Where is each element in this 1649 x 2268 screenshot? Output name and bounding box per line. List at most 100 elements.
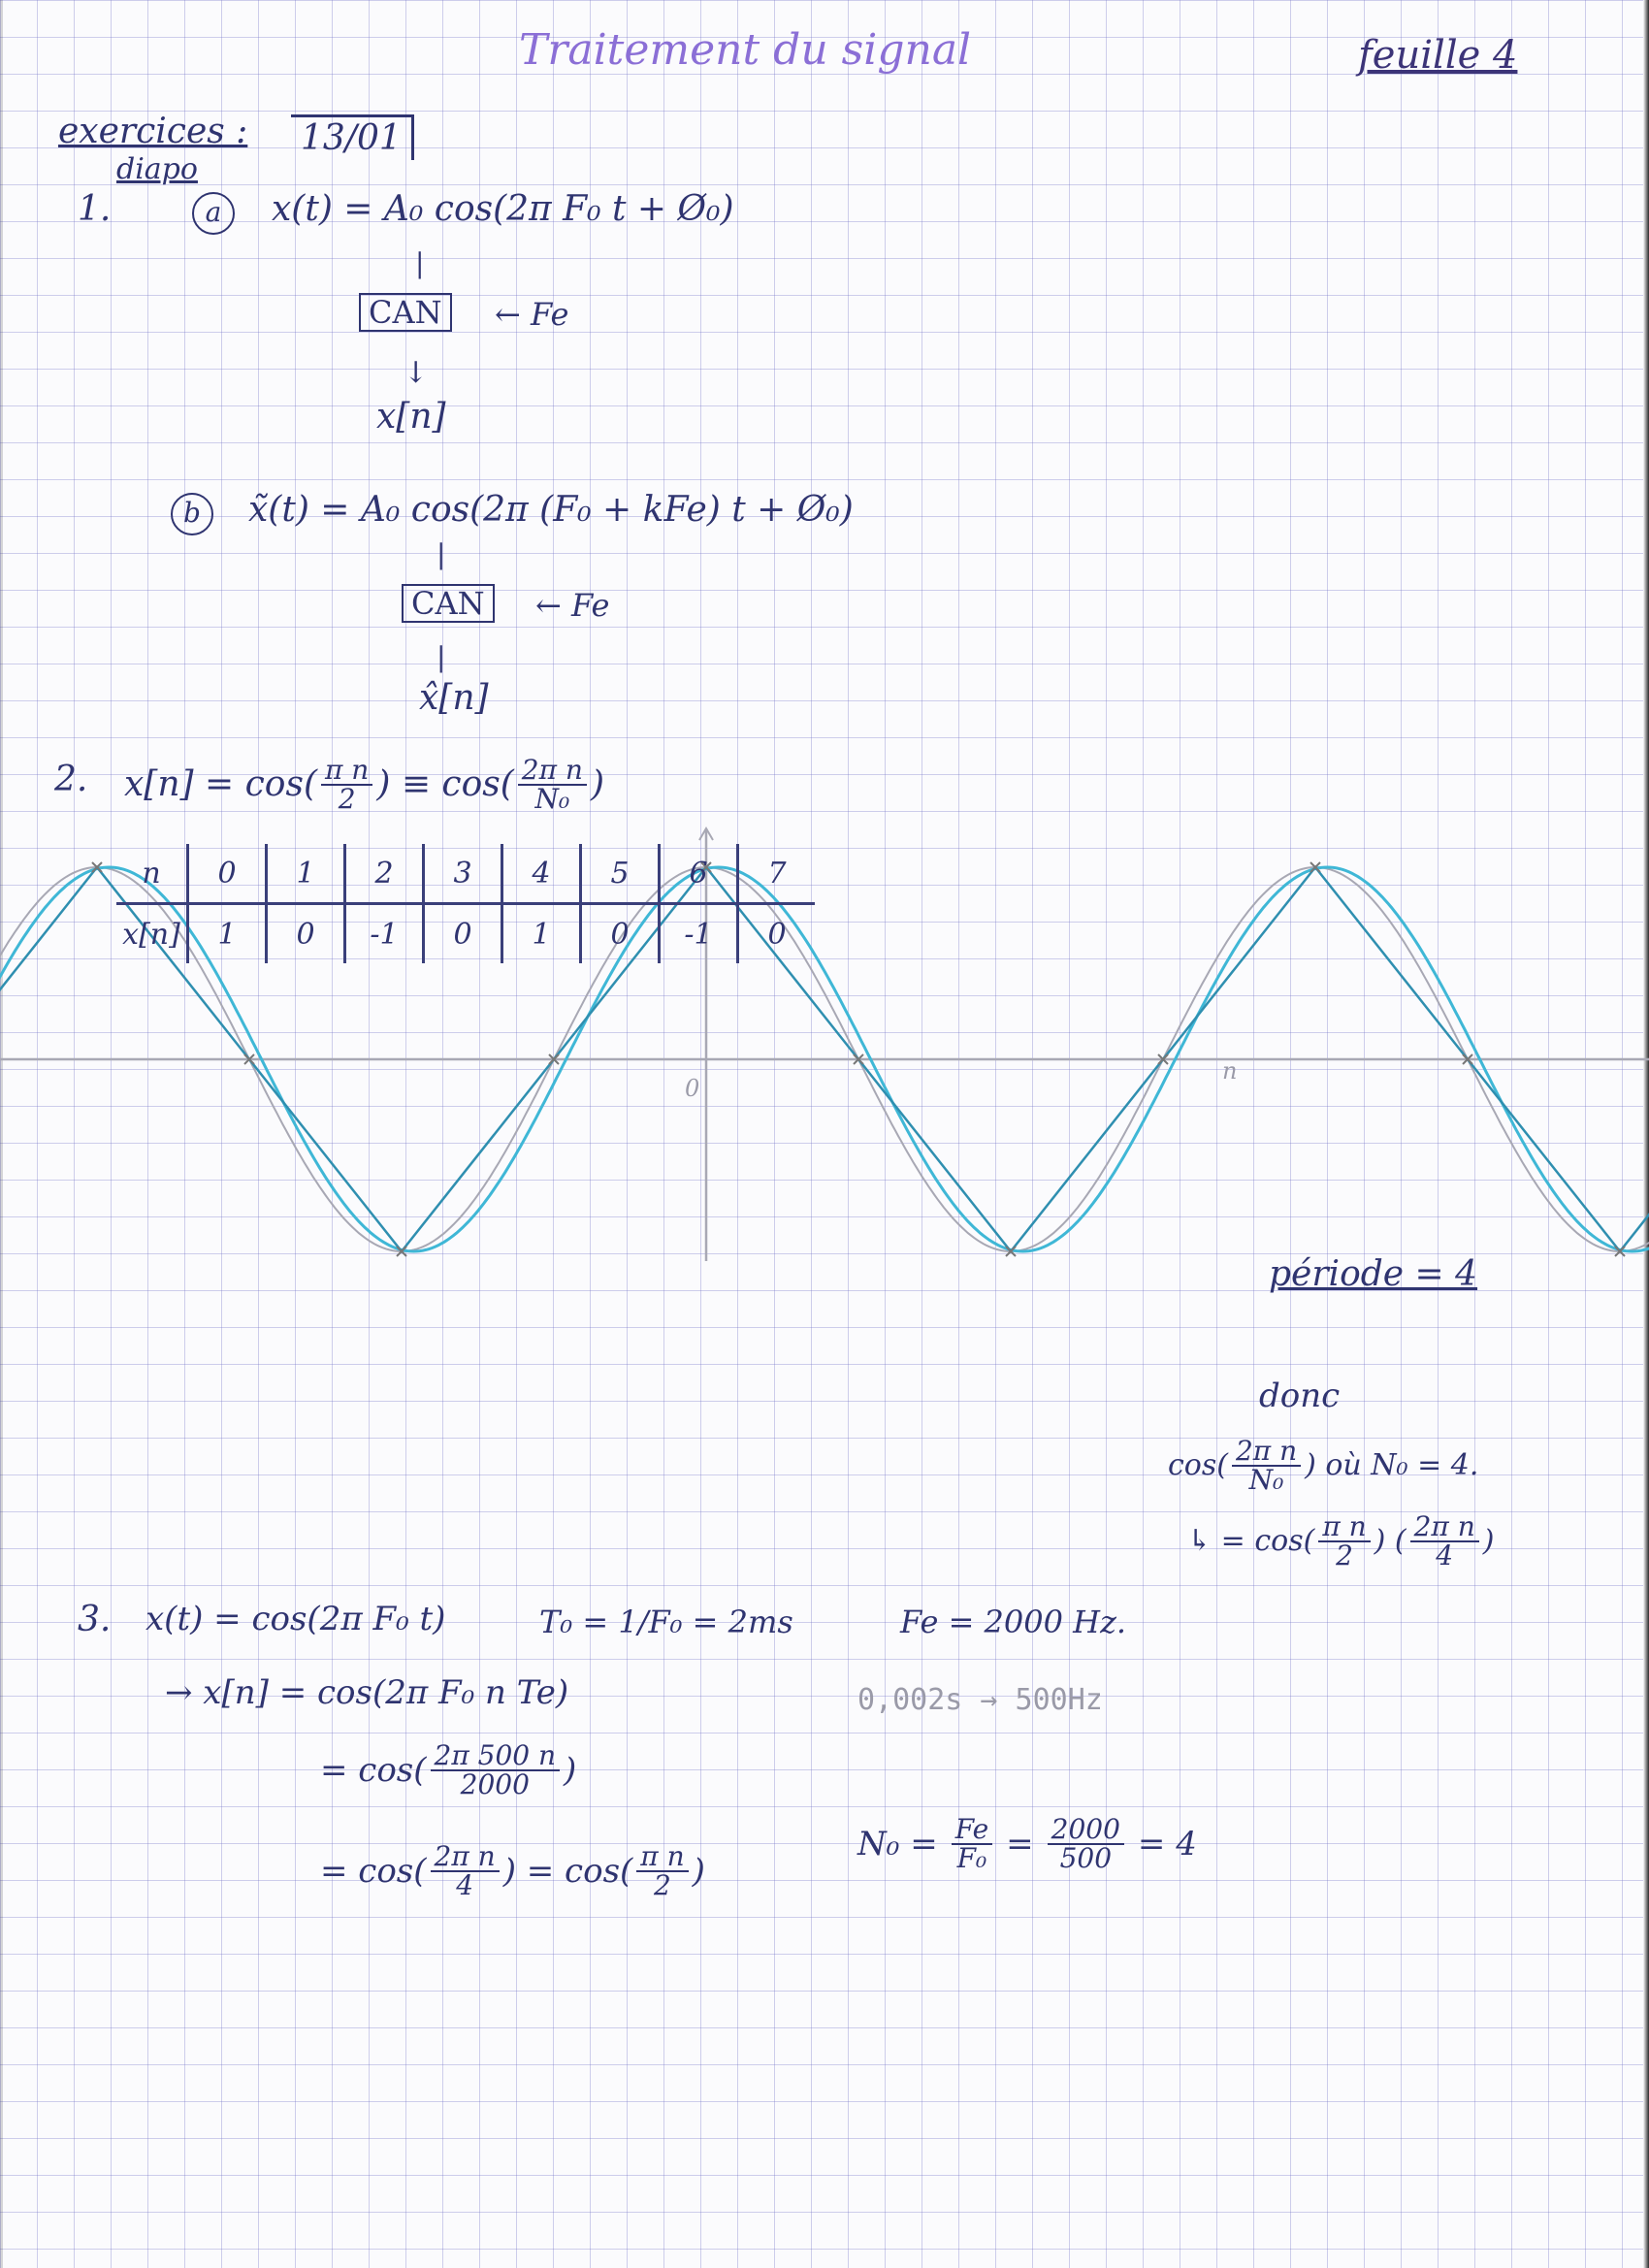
ex3-line4-frac-2: π n 2: [636, 1843, 689, 1901]
ex3-n0-frac-2: 2000 500: [1047, 1816, 1124, 1874]
ex1-a-connector: |: [415, 247, 425, 279]
ex2-eq-left: x[n] = cos(: [124, 764, 317, 804]
ex3-n0-result: = 4: [1137, 1825, 1197, 1863]
concl2-mid: ) (: [1374, 1524, 1406, 1558]
ex1-b-output: x̂[n]: [419, 678, 489, 718]
sheet-number: feuille 4: [1358, 33, 1518, 78]
ex3-n0-equation: N₀ = Fe F₀ = 2000 500 = 4: [857, 1816, 1197, 1872]
ex3-line4-den-1: 4: [456, 1869, 474, 1901]
sample-point: [1157, 1053, 1169, 1065]
sample-point: [548, 1053, 560, 1065]
sample-n-cell: 4: [501, 844, 581, 905]
cosine-plot: n 0: [0, 826, 1649, 1261]
sample-point: [1462, 1053, 1473, 1065]
y-axis-arrow: [698, 826, 714, 841]
plot-samples: [91, 861, 1626, 1257]
pencil-cosine-curve: [0, 865, 1649, 1253]
ex1-number: 1.: [78, 189, 112, 229]
ex1-b-can-box: CAN: [402, 584, 495, 623]
ex3-fe: Fe = 2000 Hz.: [900, 1604, 1127, 1640]
sample-n-cell: 7: [736, 844, 815, 905]
exercises-label: exercices :: [58, 112, 248, 151]
sample-x-cell: 0: [422, 903, 502, 963]
axis-n-label: n: [1222, 1057, 1237, 1085]
sample-x-cell: -1: [658, 903, 738, 963]
ex3-n0-frac-1: Fe F₀: [951, 1816, 993, 1872]
ex3-line-2: → x[n] = cos(2π F₀ n Te): [165, 1673, 569, 1712]
ex1-b-connector-2: |: [436, 641, 446, 673]
concl1-den: N₀: [1248, 1464, 1284, 1496]
ex3-line3-frac: 2π 500 n 2000: [430, 1742, 561, 1800]
ex1-b-fe-arrow: ← Fe: [535, 587, 610, 624]
concl1-right: ) où N₀ = 4.: [1305, 1448, 1479, 1482]
page-right-edge: [1643, 0, 1649, 2268]
sample-point: [853, 1053, 864, 1065]
concl2-num-2: 2π n: [1409, 1513, 1479, 1542]
ex3-number: 3.: [78, 1600, 112, 1639]
concl1-left: cos(: [1168, 1448, 1228, 1482]
ex3-line3-right: ): [564, 1751, 577, 1790]
donc-label: donc: [1259, 1377, 1341, 1415]
sample-x-cell: 0: [579, 903, 660, 963]
concl2-den-1: 2: [1336, 1539, 1353, 1571]
concl2-den-2: 4: [1436, 1539, 1454, 1571]
ex3-n0-eq: =: [1006, 1825, 1034, 1863]
ex3-line4-num-2: π n: [636, 1843, 689, 1872]
ex3-line4-mid: ) = cos(: [502, 1852, 633, 1891]
ex1-a-can-box: CAN: [359, 293, 452, 332]
blue-cosine-curve: [0, 865, 1649, 1253]
sample-table: n 0 1 2 3 4 5 6 7 x[n] 1 0 -1 0 1 0 -1 0: [116, 844, 815, 963]
ex2-frac-2-num: 2π n: [517, 757, 587, 786]
ex3-n0-den-2: 500: [1059, 1842, 1113, 1874]
sample-x-cell: 1: [501, 903, 581, 963]
ex2-equation: x[n] = cos( π n 2 ) ≡ cos( 2π n N₀ ): [124, 757, 604, 813]
ex3-line3-den: 2000: [460, 1768, 530, 1800]
concl2-right: ): [1482, 1524, 1495, 1558]
sample-x-cell: 0: [265, 903, 345, 963]
ex1-a-equation: x(t) = A₀ cos(2π F₀ t + Ø₀): [272, 189, 734, 229]
ex3-line3-left: = cos(: [320, 1751, 427, 1790]
ex1-b-connector: |: [436, 538, 446, 570]
axis-zero-label: 0: [685, 1075, 699, 1102]
sample-point: [91, 861, 103, 873]
sample-point: [1614, 1246, 1626, 1257]
concl2-num-1: π n: [1318, 1513, 1371, 1542]
sample-table-row-x: x[n] 1 0 -1 0 1 0 -1 0: [116, 903, 815, 963]
ex2-frac-1-den: 2: [338, 783, 356, 815]
sample-table-row1-label: n: [116, 844, 188, 905]
concl1-frac: 2π n N₀: [1231, 1438, 1302, 1496]
concl2-frac-2: 2π n 4: [1409, 1513, 1479, 1571]
sample-point: [396, 1246, 407, 1257]
sample-point: [243, 1053, 255, 1065]
sample-point: [1310, 861, 1321, 873]
ex3-line4-left: = cos(: [320, 1852, 427, 1891]
sample-n-cell: 5: [579, 844, 660, 905]
concl2-frac-1: π n 2: [1318, 1513, 1371, 1571]
ex1-a-output: x[n]: [376, 397, 446, 437]
diapo-label: diapo: [116, 152, 198, 186]
sample-point: [1005, 1246, 1017, 1257]
sample-n-cell: 6: [658, 844, 738, 905]
sample-table-row2-label: x[n]: [122, 917, 180, 952]
ex3-n0-left: N₀ =: [857, 1825, 938, 1863]
sample-n-cell: 3: [422, 844, 502, 905]
ex3-line-1: x(t) = cos(2π F₀ t): [146, 1600, 446, 1638]
period-label: période = 4: [1269, 1254, 1478, 1294]
ex1-b-equation: x̃(t) = A₀ cos(2π (F₀ + kFe) t + Ø₀): [248, 490, 854, 530]
conclusion-line-2: ↳ = cos( π n 2 ) ( 2π n 4 ): [1187, 1513, 1494, 1570]
concl2-left: ↳ = cos(: [1187, 1524, 1315, 1558]
ex3-line-4: = cos( 2π n 4 ) = cos( π n 2 ): [320, 1843, 705, 1899]
ex3-pencil-note: 0,002s → 500Hz: [857, 1683, 1103, 1717]
ex2-frac-1: π n 2: [320, 757, 373, 815]
ex1-b-marker: b: [171, 493, 213, 535]
concl1-num: 2π n: [1231, 1438, 1302, 1467]
ex2-eq-mid: ) ≡ cos(: [376, 764, 514, 804]
page-title: Traitement du signal: [519, 25, 972, 75]
sample-table-row-n: n 0 1 2 3 4 5 6 7: [116, 844, 815, 905]
ex3-n0-num-2: 2000: [1047, 1816, 1124, 1845]
ex1-a-fe-arrow: ← Fe: [495, 296, 569, 333]
ex2-frac-2: 2π n N₀: [517, 757, 587, 813]
ex3-line4-den-2: 2: [654, 1869, 671, 1901]
ex1-a-marker: a: [192, 192, 235, 235]
ex3-t0: T₀ = 1/F₀ = 2ms: [539, 1604, 793, 1640]
